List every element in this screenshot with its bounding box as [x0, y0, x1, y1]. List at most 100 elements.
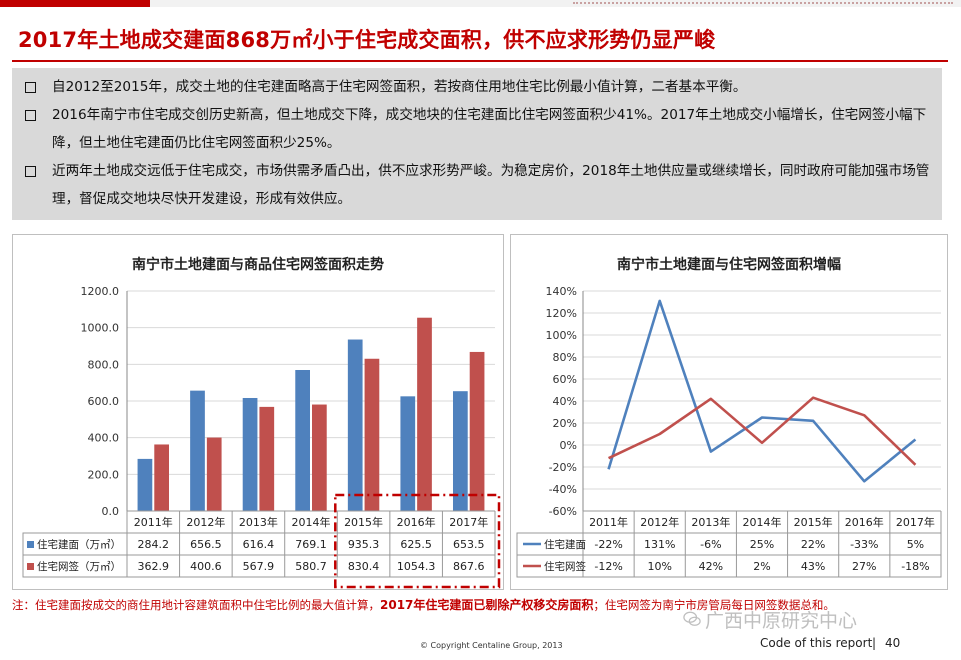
bar-chart-panel: 南宁市土地建面与商品住宅网签面积走势 0.0 200.0 400.0 600.0 800.…: [12, 234, 504, 590]
y-tick-label: 140%: [546, 285, 577, 298]
legend-label: 住宅建面（万㎡）: [37, 538, 121, 551]
data-label: -12%: [594, 560, 622, 573]
x-tick-label: 2012年: [640, 515, 679, 529]
data-label: 25%: [750, 538, 774, 551]
x-tick-label: 2011年: [134, 515, 173, 529]
legend-label: 住宅网签（万㎡）: [37, 560, 121, 573]
x-tick-label: 2013年: [239, 515, 278, 529]
x-tick-label: 2014年: [292, 515, 331, 529]
data-label: 2%: [753, 560, 770, 573]
y-tick-label: 80%: [553, 351, 577, 364]
y-tick-label: 400.0: [88, 432, 120, 445]
summary-bullet-text: 自2012至2015年，成交土地的住宅建面略高于住宅网签面积，若按商住用地住宅比…: [52, 79, 747, 95]
line-chart-panel: 南宁市土地建面与住宅网签面积增幅 -60% -40% -20% 0% 20% 40% 60% 8…: [510, 234, 948, 590]
data-label: 567.9: [243, 560, 275, 573]
legend-label: 住宅网签: [544, 560, 586, 573]
report-code: Code of this report: [760, 636, 873, 650]
bar-series-2: [469, 351, 485, 511]
summary-bullet-text: 近两年土地成交远低于住宅成交，市场供需矛盾凸出，供不应求形势严峻。为稳定房价，2…: [52, 163, 930, 207]
y-tick-label: -40%: [549, 483, 577, 496]
bar-series-1: [347, 339, 363, 511]
y-tick-label: 60%: [553, 373, 577, 386]
x-tick-label: 2011年: [589, 515, 628, 529]
y-tick-label: -20%: [549, 461, 577, 474]
y-tick-label: 800.0: [88, 358, 120, 371]
bar-series-2: [312, 404, 327, 511]
bar-series-1: [242, 397, 258, 511]
x-tick-label: 2017年: [896, 515, 935, 529]
data-label: 580.7: [295, 560, 327, 573]
data-label: 1054.3: [397, 560, 436, 573]
y-tick-label: 1000.0: [81, 322, 120, 335]
top-bar-dots: [573, 2, 953, 7]
bar-series-1: [137, 458, 153, 511]
y-tick-label: 100%: [546, 329, 577, 342]
top-bar: [0, 0, 961, 7]
footer-separator: |: [872, 636, 877, 650]
data-label: 42%: [699, 560, 723, 573]
y-tick-label: 20%: [553, 417, 577, 430]
legend-swatch: [27, 541, 34, 548]
data-label: -18%: [901, 560, 929, 573]
line-series-1: [607, 299, 917, 483]
page-title: 2017年土地成交建面868万㎡小于住宅成交面积，供不应求形势仍显严峻: [18, 28, 716, 52]
footnote-suffix: ；住宅网签为南宁市房管局每日网签数据总和。: [593, 598, 835, 612]
x-tick-label: 2012年: [186, 515, 225, 529]
y-tick-label: 1200.0: [81, 285, 120, 298]
data-label: 5%: [907, 538, 924, 551]
highlight-box: [334, 493, 501, 589]
data-label: 656.5: [190, 538, 222, 551]
square-bullet-icon: [25, 110, 36, 121]
data-label: 400.6: [190, 560, 222, 573]
bar-series-2: [417, 317, 432, 511]
data-label: -33%: [850, 538, 878, 551]
data-label: 131%: [644, 538, 675, 551]
y-tick-label: 200.0: [88, 468, 120, 481]
bar-series-1: [190, 390, 205, 511]
square-bullet-icon: [25, 82, 36, 93]
y-tick-label: 600.0: [88, 395, 120, 408]
data-label: 43%: [801, 560, 825, 573]
bar-series-2: [154, 444, 170, 511]
summary-bullet-text: 2016年南宁市住宅成交创历史新高，但土地成交下降，成交地块的住宅建面比住宅网签…: [52, 107, 927, 151]
data-label: 362.9: [138, 560, 170, 573]
summary-box: 自2012至2015年，成交土地的住宅建面略高于住宅网签面积，若按商住用地住宅比…: [12, 68, 942, 220]
square-bullet-icon: [25, 166, 36, 177]
data-label: 22%: [801, 538, 825, 551]
x-tick-label: 2017年: [449, 515, 488, 529]
data-label: 867.6: [453, 560, 485, 573]
bar-series-1: [400, 396, 416, 511]
copyright: © Copyright Centaline Group, 2013: [420, 641, 563, 650]
bar-series-1: [295, 369, 310, 511]
bar-series-2: [206, 437, 222, 511]
title-rule: [12, 60, 948, 62]
y-tick-label: 0%: [560, 439, 577, 452]
chart-title: 南宁市土地建面与住宅网签面积增幅: [617, 256, 841, 273]
data-label: 284.2: [138, 538, 170, 551]
y-tick-label: 0.0: [102, 505, 120, 518]
bar-series-2: [259, 406, 275, 511]
page-number: 40: [885, 636, 901, 650]
bar-chart: 南宁市土地建面与商品住宅网签面积走势 0.0 200.0 400.0 600.0 800.…: [22, 256, 501, 589]
top-bar-accent: [0, 0, 150, 7]
footnote-bold: 2017年住宅建面已剔除产权移交房面积: [380, 598, 594, 612]
x-tick-label: 2016年: [845, 515, 884, 529]
legend-label: 住宅建面: [544, 538, 586, 551]
x-tick-label: 2015年: [794, 515, 833, 529]
line-chart: 南宁市土地建面与住宅网签面积增幅 -60% -40% -20% 0% 20% 40% 60% 8…: [516, 256, 942, 578]
y-tick-label: 120%: [546, 307, 577, 320]
data-label: 616.4: [243, 538, 275, 551]
x-tick-label: 2016年: [397, 515, 436, 529]
data-label: 769.1: [295, 538, 327, 551]
footnote-prefix: 注：住宅建面按成交的商住用地计容建筑面积中住宅比例的最大值计算，: [12, 598, 380, 612]
x-tick-label: 2015年: [344, 515, 383, 529]
x-tick-label: 2014年: [743, 515, 782, 529]
data-label: -22%: [594, 538, 622, 551]
data-label: 10%: [647, 560, 671, 573]
footnote: 注：住宅建面按成交的商住用地计容建筑面积中住宅比例的最大值计算，2017年住宅建…: [12, 596, 957, 613]
legend-swatch: [27, 563, 34, 570]
y-tick-label: -60%: [549, 505, 577, 518]
data-label: 625.5: [400, 538, 432, 551]
data-label: 830.4: [348, 560, 380, 573]
y-tick-label: 40%: [553, 395, 577, 408]
